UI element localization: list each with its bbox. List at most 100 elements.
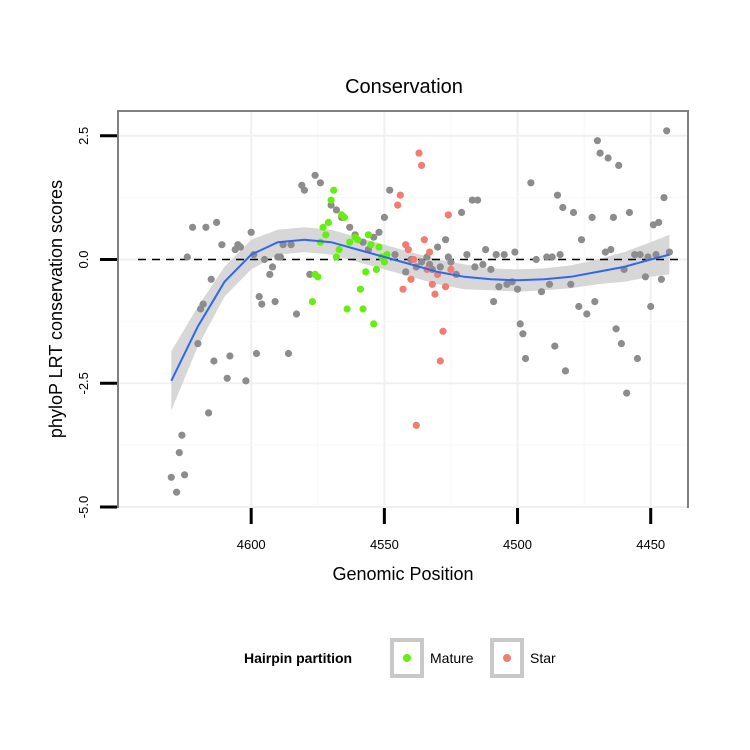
- point-other: [511, 248, 519, 256]
- point-other: [402, 268, 410, 276]
- confidence-band: [171, 227, 670, 411]
- point-other: [521, 354, 530, 363]
- point-other: [655, 218, 663, 226]
- point-other: [287, 241, 295, 249]
- x-tick-label: 4550: [370, 537, 399, 552]
- point-other: [311, 171, 319, 179]
- point-other: [474, 196, 482, 204]
- point-other: [260, 255, 269, 264]
- trend-line: [170, 238, 670, 382]
- point-other: [258, 300, 266, 308]
- point-other: [255, 293, 263, 301]
- point-mature: [324, 218, 332, 226]
- legend: Hairpin partition Mature Star: [244, 638, 556, 678]
- point-other: [194, 340, 202, 348]
- point-other: [306, 270, 314, 278]
- point-other: [647, 302, 655, 311]
- point-mature: [340, 213, 348, 221]
- point-other: [617, 340, 626, 348]
- point-mature: [367, 241, 375, 249]
- point-star: [394, 201, 402, 209]
- point-other: [471, 263, 479, 271]
- point-other: [284, 349, 293, 358]
- point-other: [468, 196, 476, 204]
- point-other: [207, 275, 215, 283]
- point-other: [551, 342, 559, 350]
- point-mature: [364, 231, 372, 239]
- point-other: [279, 241, 287, 249]
- confidence-band-area: [171, 227, 670, 411]
- point-other: [591, 298, 599, 306]
- point-star: [420, 236, 428, 244]
- point-mature: [354, 236, 362, 244]
- point-other: [300, 186, 308, 194]
- point-mature: [335, 246, 343, 254]
- point-other: [418, 258, 426, 266]
- point-other: [247, 228, 255, 236]
- point-other: [434, 243, 442, 251]
- point-other: [436, 263, 444, 271]
- point-other: [332, 206, 340, 214]
- point-other: [601, 248, 610, 256]
- point-other: [609, 213, 618, 221]
- point-star: [418, 161, 426, 169]
- point-star: [426, 248, 434, 256]
- point-other: [615, 161, 623, 169]
- point-other: [633, 354, 642, 363]
- point-mature: [375, 243, 383, 251]
- point-mature: [372, 265, 380, 273]
- point-other: [623, 389, 631, 397]
- x-tick-label: 4450: [636, 537, 665, 552]
- point-star: [407, 275, 415, 283]
- point-mature: [370, 320, 378, 328]
- point-star: [428, 280, 436, 288]
- point-mature: [327, 196, 335, 204]
- point-other: [663, 127, 671, 135]
- point-other: [223, 374, 231, 382]
- point-other: [218, 241, 226, 249]
- point-mature: [346, 238, 354, 246]
- point-star: [439, 327, 447, 335]
- point-other: [583, 310, 591, 318]
- point-other: [519, 330, 527, 338]
- x-tick-label: 4500: [503, 537, 532, 552]
- chart-title: Conservation: [345, 76, 463, 98]
- point-other: [575, 302, 583, 311]
- point-other: [199, 300, 207, 308]
- point-other: [513, 285, 522, 293]
- point-other: [631, 251, 639, 259]
- point-other: [479, 260, 487, 268]
- point-other: [391, 251, 399, 259]
- point-other: [612, 325, 620, 333]
- point-other: [548, 253, 556, 261]
- point-other: [490, 298, 498, 306]
- trend-layer: [170, 238, 670, 382]
- point-star: [412, 421, 420, 429]
- point-star: [442, 283, 450, 291]
- point-mature: [362, 268, 370, 276]
- point-other: [561, 367, 570, 375]
- point-other: [604, 154, 612, 162]
- point-other: [495, 283, 503, 291]
- point-other: [316, 179, 324, 187]
- point-other: [181, 471, 189, 479]
- point-other: [527, 179, 535, 187]
- point-mature: [343, 305, 351, 313]
- points-layer: [167, 127, 674, 496]
- point-mature: [332, 253, 340, 261]
- x-axis-title: Genomic Position: [332, 564, 473, 584]
- point-other: [175, 449, 183, 457]
- point-other: [537, 288, 546, 296]
- point-other: [236, 243, 245, 251]
- point-other: [532, 255, 540, 264]
- point-other: [657, 275, 666, 283]
- point-other: [559, 203, 567, 212]
- y-tick-label: 0.0: [76, 250, 91, 268]
- point-star: [396, 191, 404, 199]
- point-mature: [356, 285, 364, 293]
- point-other: [652, 251, 660, 259]
- point-other: [205, 409, 213, 417]
- point-other: [492, 251, 500, 259]
- legend-dot-mature: [403, 654, 411, 662]
- grid: [119, 112, 687, 508]
